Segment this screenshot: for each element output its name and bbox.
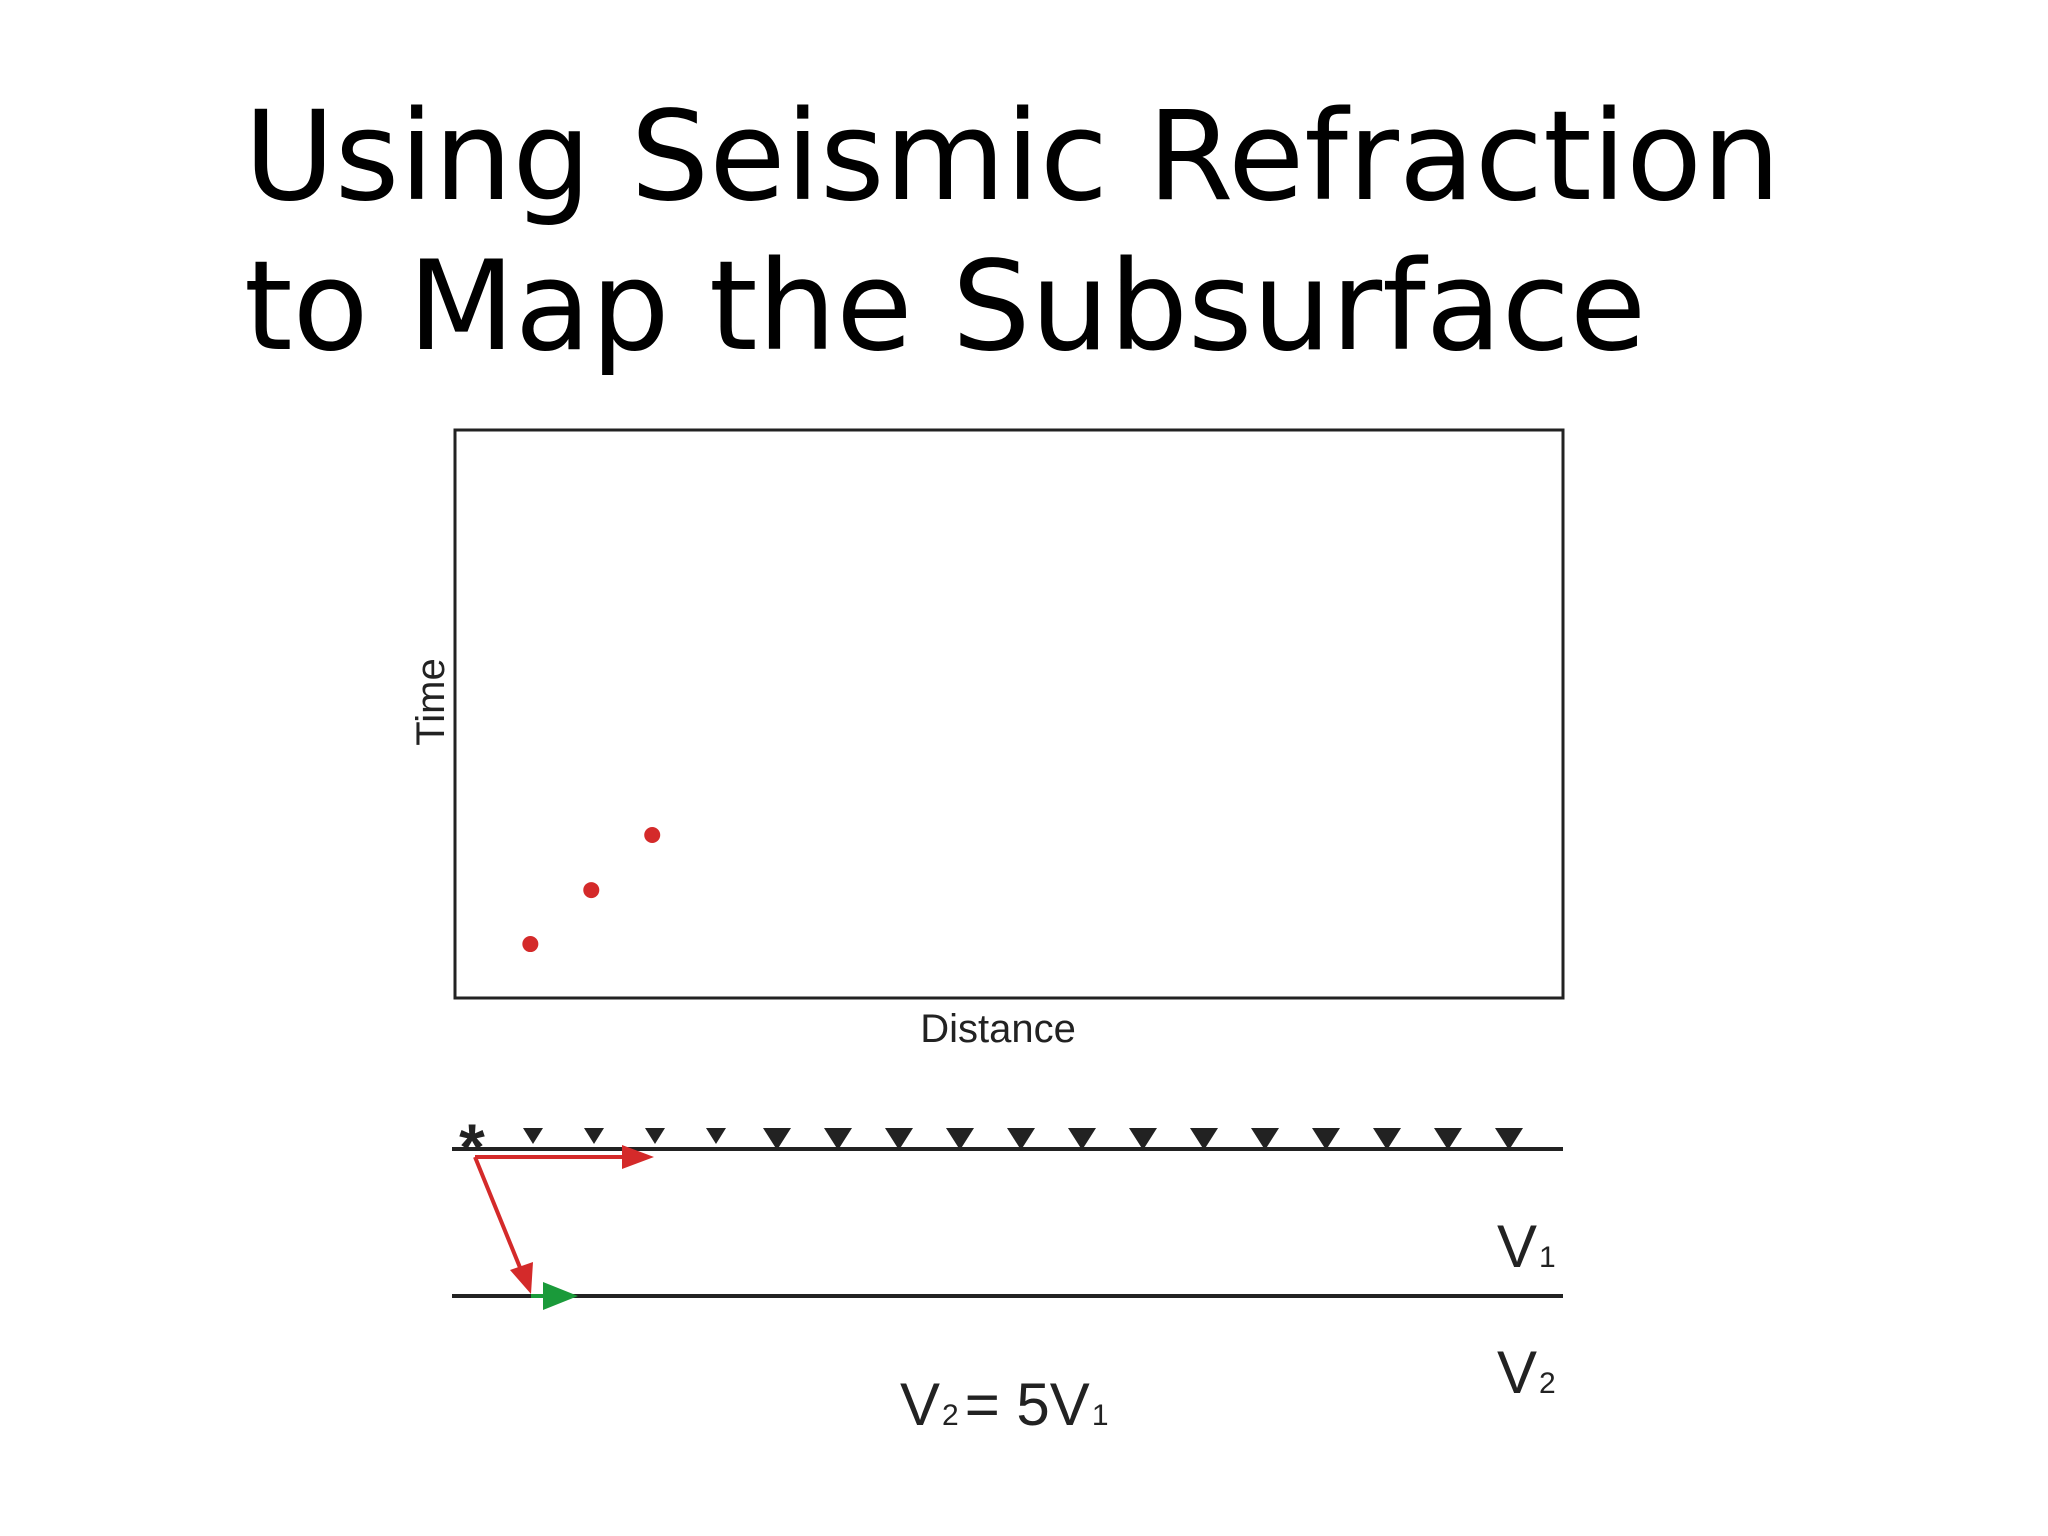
geophone-icon — [645, 1128, 665, 1144]
geophone-icon — [523, 1128, 543, 1144]
geophone-icon — [1373, 1128, 1401, 1150]
downgoing-ray-arrowhead-icon — [510, 1262, 533, 1294]
direct-ray-arrowhead-icon — [622, 1145, 654, 1169]
equation-lhs-main: V — [900, 1371, 940, 1438]
x-axis-label: Distance — [920, 1007, 1076, 1051]
layer2-velocity-sub: 2 — [1539, 1367, 1556, 1400]
layer2-velocity-main: V — [1497, 1339, 1537, 1406]
geophone-icon — [1129, 1128, 1157, 1150]
geophone-icon — [885, 1128, 913, 1150]
equation-rhs-sub: 1 — [1092, 1399, 1109, 1432]
cross-section: * V1 V2 V2 = 5V1 — [452, 1110, 1563, 1438]
geophone-row — [523, 1128, 1523, 1150]
slide-title: Using Seismic Refraction to Map the Subs… — [244, 82, 2004, 382]
layer1-velocity-sub: 1 — [1539, 1241, 1556, 1274]
refracted-ray-arrowhead-icon — [543, 1282, 578, 1310]
title-line-2: to Map the Subsurface — [244, 235, 1647, 379]
geophone-icon — [1068, 1128, 1096, 1150]
data-point-2 — [583, 882, 600, 899]
layer1-velocity-main: V — [1497, 1213, 1537, 1280]
equation-rhs: = 5V — [965, 1371, 1090, 1438]
layer2-velocity-label: V2 — [1497, 1339, 1556, 1406]
y-axis-label: Time — [409, 658, 453, 745]
geophone-icon — [763, 1128, 791, 1150]
downgoing-ray-line — [473, 1156, 523, 1271]
geophone-icon — [1434, 1128, 1462, 1150]
layer1-velocity-label: V1 — [1497, 1213, 1556, 1280]
geophone-icon — [1312, 1128, 1340, 1150]
data-points — [522, 826, 661, 953]
velocity-equation: V2 = 5V1 — [900, 1371, 1109, 1438]
equation-lhs-sub: 2 — [942, 1399, 959, 1432]
geophone-icon — [706, 1128, 726, 1144]
data-point-3 — [644, 826, 661, 843]
geophone-icon — [824, 1128, 852, 1150]
geophone-icon — [946, 1128, 974, 1150]
geophone-icon — [1190, 1128, 1218, 1150]
plot-frame — [453, 428, 1565, 1000]
data-point-1 — [522, 936, 539, 953]
title-line-1: Using Seismic Refraction — [244, 85, 1781, 229]
geophone-icon — [1007, 1128, 1035, 1150]
geophone-icon — [1251, 1128, 1279, 1150]
travel-time-plot: Time Distance — [409, 428, 1565, 1051]
geophone-icon — [1495, 1128, 1523, 1150]
geophone-icon — [584, 1128, 604, 1144]
